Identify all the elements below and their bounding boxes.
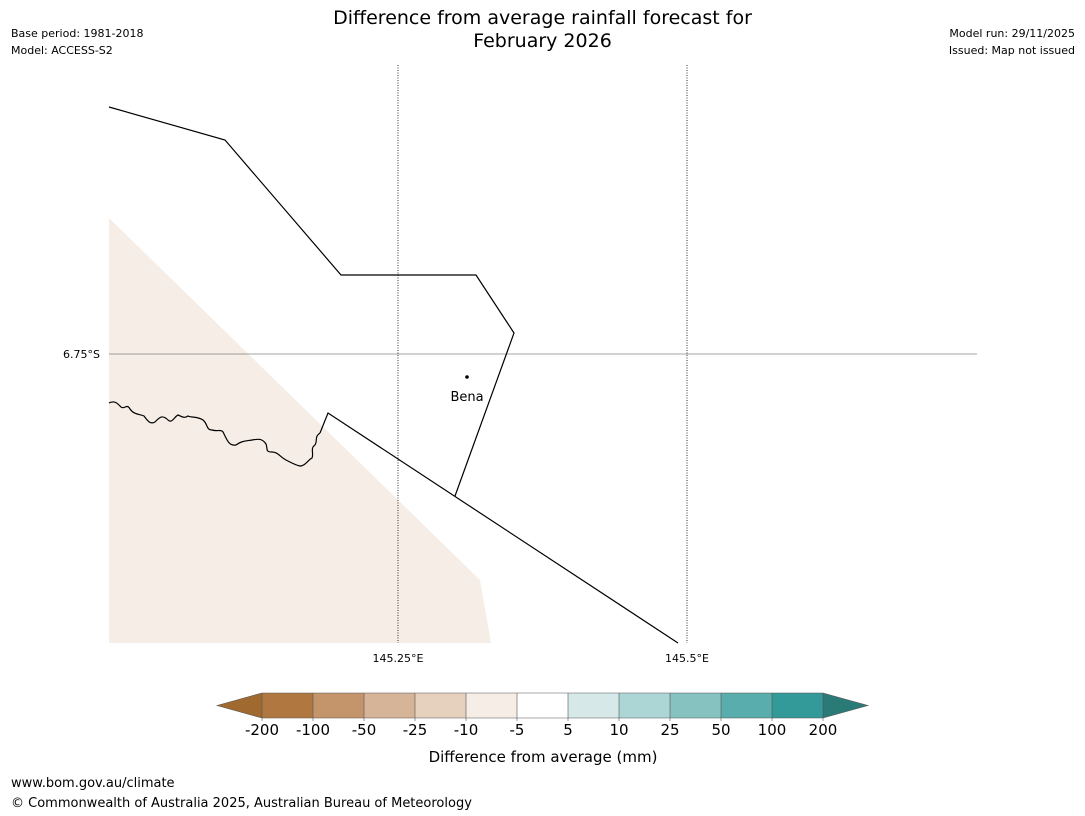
- meta-left: Base period: 1981-2018 Model: ACCESS-S2: [11, 25, 143, 59]
- colorbar-extend-min: [217, 693, 262, 718]
- coastline: [108, 401, 321, 467]
- colorbar-tick-label: -50: [352, 721, 377, 739]
- map-title: Difference from average rainfall forecas…: [0, 7, 1085, 53]
- colorbar-tick-label: 50: [711, 721, 730, 739]
- footer-url: www.bom.gov.au/climate: [11, 776, 175, 791]
- colorbar-tick-label: 100: [758, 721, 787, 739]
- map-title-line-1: Difference from average rainfall forecas…: [333, 7, 752, 29]
- colorbar-extend-max: [823, 693, 868, 718]
- longitude-label-1: 145.25°E: [373, 652, 424, 665]
- colorbar-title: Difference from average (mm): [429, 748, 658, 766]
- province-border-south: [319, 412, 679, 644]
- meta-right: Model run: 29/11/2025 Issued: Map not is…: [949, 25, 1075, 59]
- colorbar-tick-label: -25: [403, 721, 428, 739]
- colorbar-tick-label: -5: [510, 721, 525, 739]
- colorbar-segment: [517, 693, 568, 718]
- colorbar-segment: [364, 693, 415, 718]
- issued-status: Issued: Map not issued: [948, 44, 1075, 57]
- footer-copyright: © Commonwealth of Australia 2025, Austra…: [11, 796, 472, 811]
- colorbar-segment: [772, 693, 823, 718]
- model-name: Model: ACCESS-S2: [11, 44, 113, 57]
- place-marker: [465, 375, 469, 379]
- model-run: Model run: 29/11/2025: [949, 27, 1075, 40]
- colorbar-tick-label: -10: [454, 721, 479, 739]
- place-label: Bena: [450, 390, 483, 405]
- map-title-line-2: February 2026: [473, 30, 612, 52]
- colorbar-tick-label: 25: [660, 721, 679, 739]
- colorbar-segment: [670, 693, 721, 718]
- colorbar-segment: [568, 693, 619, 718]
- province-border: [108, 106, 515, 497]
- base-period: Base period: 1981-2018: [11, 27, 144, 40]
- colorbar-segment: [466, 693, 517, 718]
- longitude-label-2: 145.5°E: [665, 652, 709, 665]
- footer: www.bom.gov.au/climate © Commonwealth of…: [11, 774, 472, 814]
- colorbar-segment: [415, 693, 466, 718]
- colorbar: -200 -100 -50 -25 -10 -5 5 10 25 50 100 200: [215, 692, 870, 739]
- colorbar-segment: [313, 693, 364, 718]
- colorbar-segment: [619, 693, 670, 718]
- colorbar-segment: [721, 693, 772, 718]
- colorbar-tick-label: 200: [809, 721, 838, 739]
- latitude-label: 6.75°S: [63, 348, 100, 361]
- colorbar-tick-label: 10: [609, 721, 628, 739]
- colorbar-tick-label: -200: [245, 721, 279, 739]
- colorbar-segment: [262, 693, 313, 718]
- colorbar-tick-label: 5: [563, 721, 573, 739]
- colorbar-tick-label: -100: [296, 721, 330, 739]
- shaded-forecast-region: [109, 218, 491, 643]
